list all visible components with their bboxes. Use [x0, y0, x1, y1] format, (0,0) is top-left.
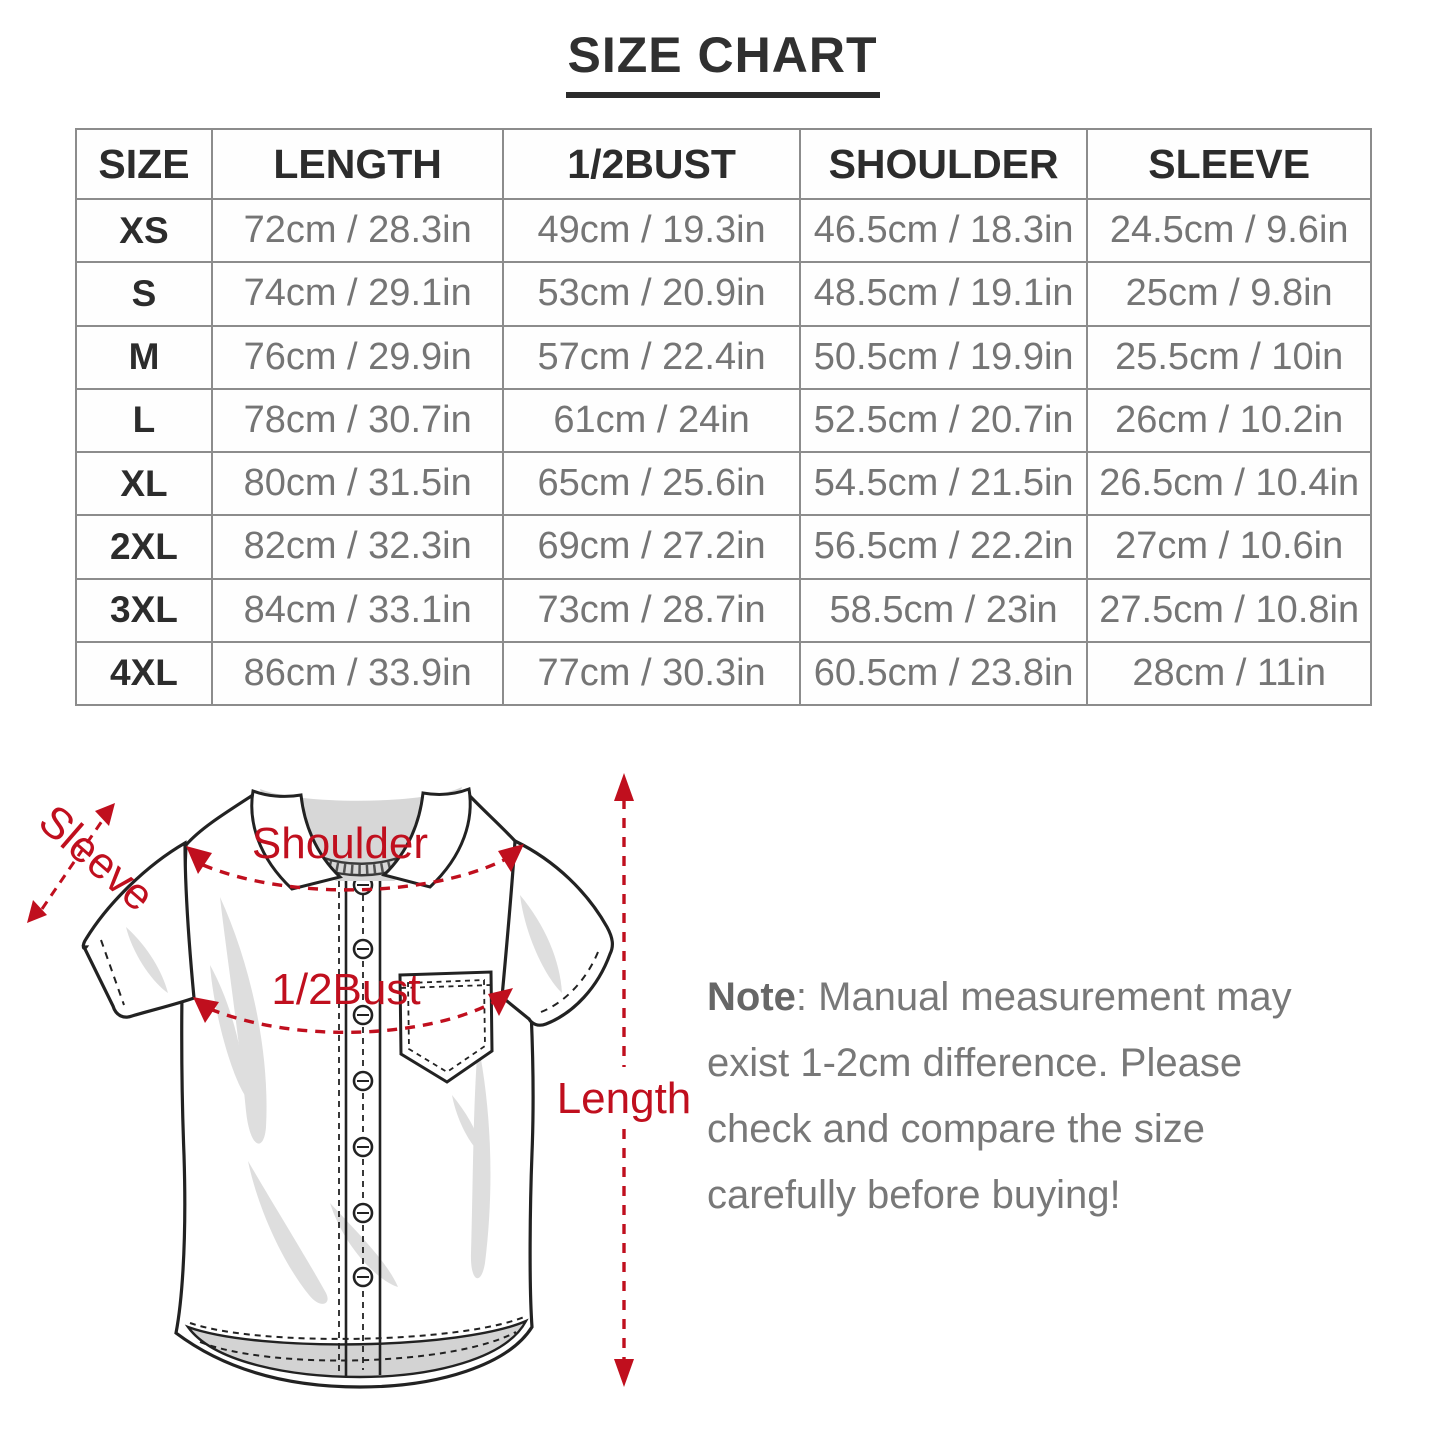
sleeve-arrowhead-bottom — [27, 900, 47, 923]
sleeve-value: 27.5cm / 10.8in — [1086, 577, 1372, 643]
length-value: 78cm / 30.7in — [210, 387, 505, 454]
hem-inner — [184, 1318, 529, 1379]
col-header-shoulder: SHOULDER — [798, 128, 1089, 200]
shoulder-value: 58.5cm / 23in — [798, 577, 1089, 643]
sleeve-value: 27cm / 10.6in — [1086, 514, 1372, 580]
sleeve-value: 25cm / 9.8in — [1086, 261, 1372, 327]
size-label: 2XL — [75, 514, 213, 580]
length-value: 82cm / 32.3in — [210, 514, 505, 580]
page-title: SIZE CHART — [565, 26, 880, 98]
note-label: Note — [707, 975, 796, 1019]
size-label: XS — [75, 197, 213, 264]
bust-value: 61cm / 24in — [502, 387, 801, 454]
shoulder-value: 48.5cm / 19.1in — [798, 261, 1089, 327]
left-sleeve-shading — [126, 927, 168, 993]
bust-arrow-line — [209, 999, 497, 1035]
shoulder-arrowhead-left — [186, 846, 212, 874]
table-row-xs: XS 72cm / 28.3in 49cm / 19.3in 46.5cm / … — [75, 197, 1372, 264]
length-value: 84cm / 33.1in — [210, 577, 505, 643]
shoulder-value: 54.5cm / 21.5in — [798, 450, 1089, 517]
length-value: 86cm / 33.9in — [210, 640, 505, 707]
bust-arrowhead-right — [488, 988, 513, 1016]
sleeve-value: 24.5cm / 9.6in — [1086, 197, 1372, 264]
bust-value: 69cm / 27.2in — [502, 514, 801, 580]
right-sleeve-shading — [520, 895, 562, 993]
bust-value: 65cm / 25.6in — [502, 450, 801, 517]
table-row-m: M 76cm / 29.9in 57cm / 22.4in 50.5cm / 1… — [75, 324, 1372, 390]
length-value: 76cm / 29.9in — [210, 324, 505, 390]
table-row-xl: XL 80cm / 31.5in 65cm / 25.6in 54.5cm / … — [75, 450, 1372, 517]
shoulder-value: 52.5cm / 20.7in — [798, 387, 1089, 454]
size-label: XL — [75, 450, 213, 517]
table-row-s: S 74cm / 29.1in 53cm / 20.9in 48.5cm / 1… — [75, 261, 1372, 327]
size-label: S — [75, 261, 213, 327]
shoulder-value: 56.5cm / 22.2in — [798, 514, 1089, 580]
size-label: M — [75, 324, 213, 390]
sleeve-value: 28cm / 11in — [1086, 640, 1372, 707]
table-row-l: L 78cm / 30.7in 61cm / 24in 52.5cm / 20.… — [75, 387, 1372, 454]
bust-value: 57cm / 22.4in — [502, 324, 801, 390]
right-cuff-stitch — [540, 951, 599, 1013]
note-line-2: exist 1-2cm difference. Please — [707, 1041, 1243, 1085]
col-header-size: SIZE — [75, 128, 213, 200]
left-sleeve — [81, 840, 196, 1019]
collar — [250, 786, 472, 891]
note-line-4: carefully before buying! — [707, 1173, 1121, 1217]
length-value: 74cm / 29.1in — [210, 261, 505, 327]
sleeve-value: 25.5cm / 10in — [1086, 324, 1372, 390]
shoulder-value: 46.5cm / 18.3in — [798, 197, 1089, 264]
shirt-measurement-diagram: Shoulder 1/2Bust Sleeve Length — [27, 773, 692, 1389]
col-header-length: LENGTH — [210, 128, 505, 200]
col-header-bust: 1/2BUST — [502, 128, 801, 200]
sleeve-value: 26cm / 10.2in — [1086, 387, 1372, 454]
note-line-3: check and compare the size — [707, 1107, 1206, 1151]
hem-stitch-top — [189, 1316, 525, 1340]
col-header-sleeve: SLEEVE — [1086, 128, 1372, 200]
shirt-body — [174, 791, 535, 1389]
bust-value: 53cm / 20.9in — [502, 261, 801, 327]
size-label: 4XL — [75, 640, 213, 707]
button-placket — [338, 877, 382, 1377]
sleeve-arrowhead-top — [95, 803, 115, 826]
size-label: 3XL — [75, 577, 213, 643]
table-row-3xl: 3XL 84cm / 33.1in 73cm / 28.7in 58.5cm /… — [75, 577, 1372, 643]
table-row-4xl: 4XL 86cm / 33.9in 77cm / 30.3in 60.5cm /… — [75, 640, 1372, 707]
bust-value: 49cm / 19.3in — [502, 197, 801, 264]
hem-stitch-bottom — [199, 1331, 517, 1362]
bust-arrowhead-left — [193, 997, 219, 1023]
collar-right-flap — [381, 786, 472, 889]
length-value: 80cm / 31.5in — [210, 450, 505, 517]
shoulder-label: Shoulder — [252, 819, 428, 868]
length-arrowhead-bottom — [614, 1359, 634, 1387]
size-label: L — [75, 387, 213, 454]
sleeve-arrow-line — [40, 817, 106, 910]
table-row-2xl: 2XL 82cm / 32.3in 69cm / 27.2in 56.5cm /… — [75, 514, 1372, 580]
table-header-row: SIZE LENGTH 1/2BUST SHOULDER SLEEVE — [75, 128, 1372, 200]
length-value: 72cm / 28.3in — [210, 197, 505, 264]
left-cuff-stitch — [100, 939, 125, 1006]
size-chart-table: SIZE LENGTH 1/2BUST SHOULDER SLEEVE XS 7… — [75, 128, 1372, 707]
shoulder-arrow-line — [202, 857, 507, 892]
shoulder-arrowhead-right — [498, 844, 524, 872]
measurement-note: Note: Manual measurement may exist 1-2cm… — [707, 964, 1387, 1228]
shoulder-value: 50.5cm / 19.9in — [798, 324, 1089, 390]
shoulder-value: 60.5cm / 23.8in — [798, 640, 1089, 707]
bust-value: 77cm / 30.3in — [502, 640, 801, 707]
sleeve-label: Sleeve — [29, 796, 163, 921]
note-line-1: Note: Manual measurement may — [707, 975, 1292, 1019]
bust-label: 1/2Bust — [271, 965, 420, 1014]
body-shading — [210, 897, 491, 1304]
length-arrowhead-top — [614, 773, 634, 801]
chest-pocket — [398, 970, 494, 1084]
sleeve-value: 26.5cm / 10.4in — [1086, 450, 1372, 517]
right-sleeve — [500, 838, 614, 1027]
bust-value: 73cm / 28.7in — [502, 577, 801, 643]
page-header: SIZE CHART — [0, 26, 1445, 98]
length-label: Length — [557, 1074, 692, 1123]
collar-left-flap — [250, 788, 343, 891]
shirt-illustration — [81, 786, 614, 1389]
